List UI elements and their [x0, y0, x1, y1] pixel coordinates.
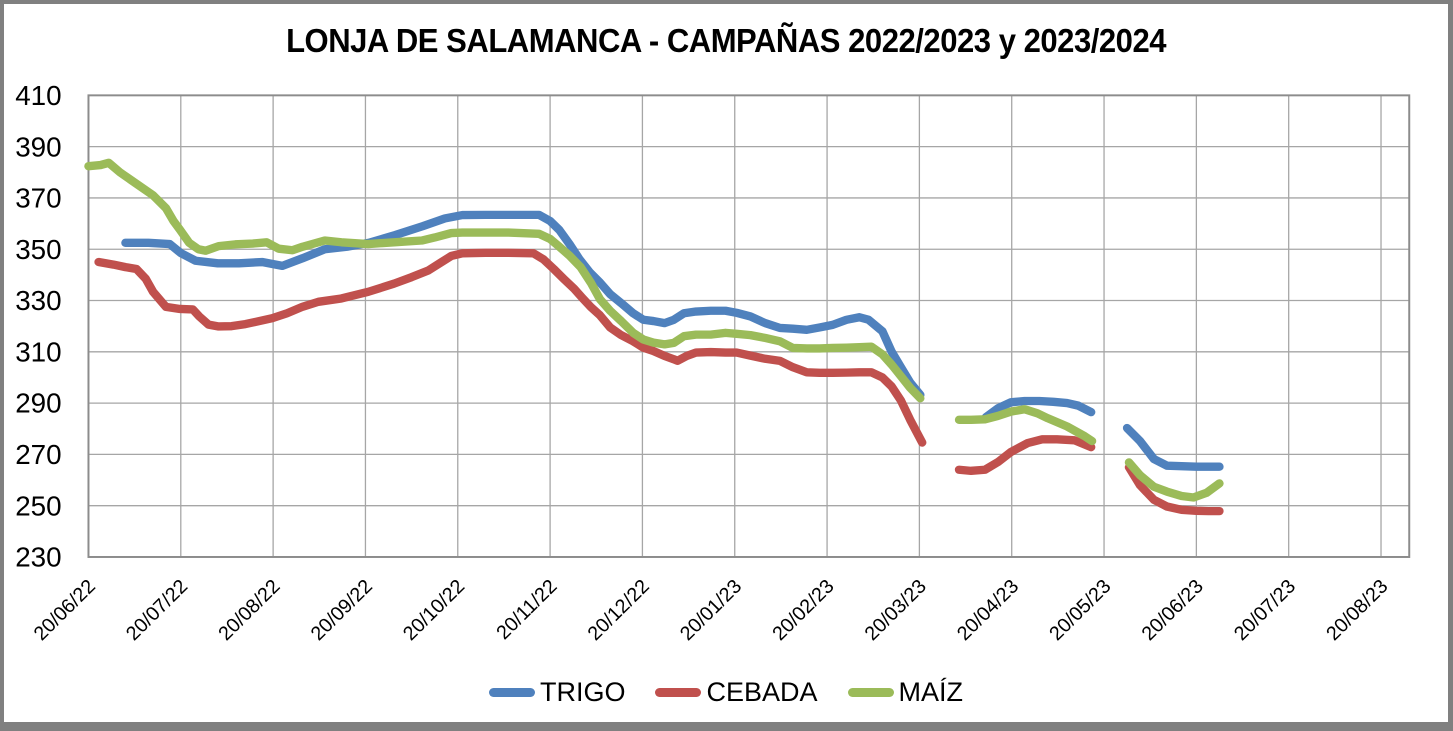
- series-line-cebada: [954, 435, 1096, 476]
- series-line-trigo: [121, 210, 925, 400]
- x-axis-label: 20/11/22: [492, 575, 561, 643]
- series-line-trigo: [981, 396, 1096, 422]
- x-axis-label: 20/10/22: [399, 575, 469, 645]
- x-axis-label: 20/05/23: [1045, 575, 1115, 645]
- x-axis-label: 20/08/22: [214, 575, 284, 645]
- series-line-cebada: [94, 248, 927, 447]
- legend-item-maiz: MAÍZ: [847, 676, 964, 708]
- series-line-cebada: [1124, 463, 1224, 516]
- y-axis-label: 270: [15, 439, 61, 470]
- chart-title: LONJA DE SALAMANCA - CAMPAÑAS 2022/2023 …: [4, 22, 1448, 60]
- x-axis-label: 20/12/22: [584, 575, 654, 645]
- legend-item-trigo: TRIGO: [488, 676, 626, 708]
- y-axis-label: 310: [15, 337, 61, 368]
- y-axis-label: 370: [15, 183, 61, 214]
- x-axis-label: 20/07/22: [122, 575, 192, 645]
- chart-legend: TRIGO CEBADA MAÍZ: [4, 670, 1448, 714]
- x-axis-label: 20/06/22: [30, 575, 100, 645]
- legend-item-cebada: CEBADA: [655, 676, 818, 708]
- y-axis-label: 410: [15, 80, 61, 111]
- legend-label-trigo: TRIGO: [539, 676, 626, 707]
- x-axis-label: 20/01/23: [676, 575, 746, 645]
- x-axis-label: 20/07/23: [1230, 575, 1300, 645]
- legend-swatch-maiz: [847, 687, 894, 697]
- x-axis-label: 20/02/23: [768, 575, 838, 645]
- legend-label-maiz: MAÍZ: [898, 676, 964, 707]
- y-axis-label: 250: [15, 490, 61, 521]
- y-axis-label: 230: [15, 542, 61, 573]
- x-axis-label: 20/06/23: [1138, 575, 1208, 645]
- x-axis-label: 20/04/23: [953, 575, 1023, 645]
- series-line-maiz: [84, 158, 925, 403]
- legend-swatch-cebada: [655, 687, 702, 697]
- x-axis-label: 20/08/23: [1322, 575, 1392, 645]
- chart-title-text: LONJA DE SALAMANCA - CAMPAÑAS 2022/2023 …: [286, 22, 1166, 59]
- legend-swatch-trigo: [488, 687, 535, 697]
- series-line-trigo: [1122, 423, 1224, 471]
- series-line-maiz: [1124, 458, 1224, 502]
- y-axis-label: 330: [15, 285, 61, 316]
- series-line-maiz: [954, 405, 1097, 446]
- y-axis-label: 390: [15, 131, 61, 162]
- legend-label-cebada: CEBADA: [706, 676, 818, 707]
- x-axis-label: 20/03/23: [861, 575, 931, 645]
- y-axis-label: 290: [15, 388, 61, 419]
- plot-border: [87, 94, 1411, 558]
- y-axis-label: 350: [15, 234, 61, 265]
- x-axis-label: 20/09/22: [307, 575, 377, 645]
